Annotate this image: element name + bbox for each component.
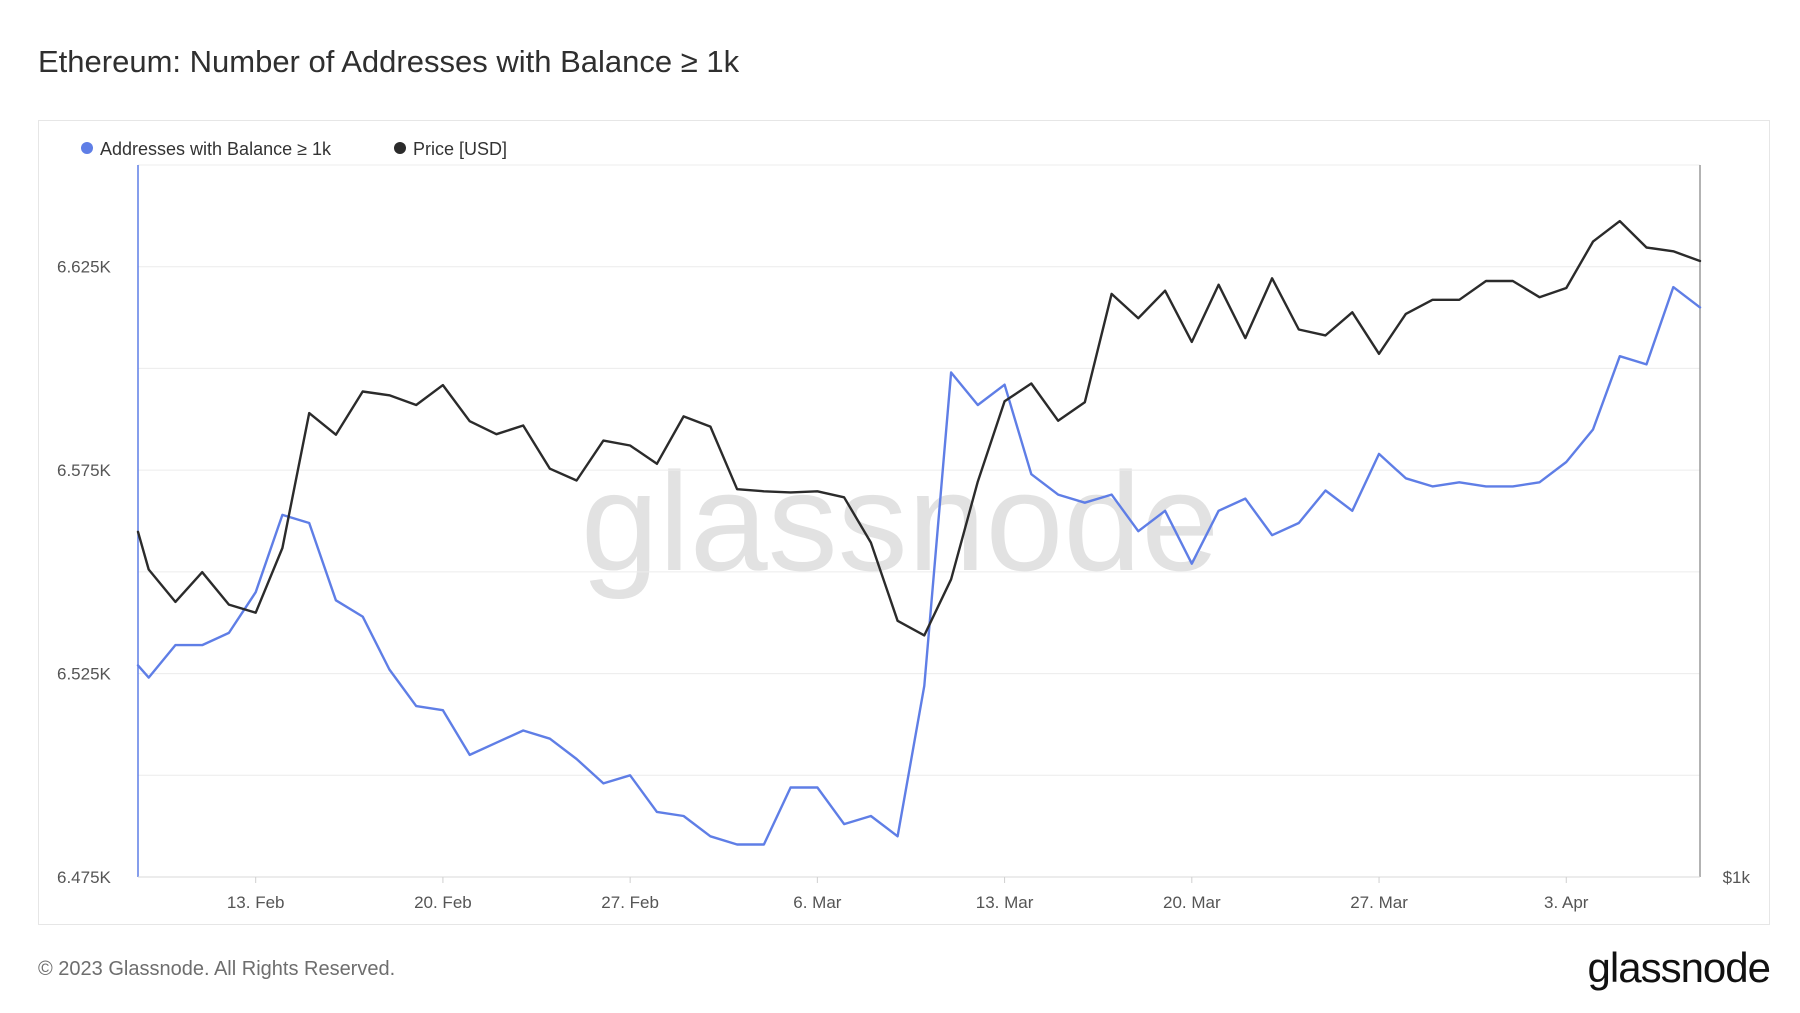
x-tick-label: 6. Mar bbox=[793, 893, 842, 912]
chart-title: Ethereum: Number of Addresses with Balan… bbox=[38, 44, 740, 79]
x-axis-labels: 13. Feb 20. Feb 27. Feb 6. Mar 13. Mar 20. Ma… bbox=[227, 877, 1589, 912]
legend-marker bbox=[394, 142, 406, 154]
copyright-footer: © 2023 Glassnode. All Rights Reserved. bbox=[38, 958, 396, 980]
legend-label: Price [USD] bbox=[413, 139, 507, 159]
legend-item[interactable]: Addresses with Balance ≥ 1k bbox=[81, 139, 332, 159]
x-tick-label: 13. Feb bbox=[227, 893, 285, 912]
watermark: glassnode bbox=[581, 443, 1219, 600]
y-tick-label: 6.475K bbox=[57, 868, 112, 887]
x-tick-label: 20. Mar bbox=[1163, 893, 1221, 912]
x-tick-label: 13. Mar bbox=[976, 893, 1034, 912]
y-axis-labels: 6.475K 6.525K 6.575K 6.625K $1k bbox=[57, 258, 1750, 887]
glassnode-logo: glassnode bbox=[1587, 944, 1771, 991]
legend-item[interactable]: Price [USD] bbox=[394, 139, 507, 159]
series-lines bbox=[136, 219, 1702, 846]
addresses-series-line bbox=[136, 285, 1702, 846]
y-tick-label: 6.525K bbox=[57, 665, 112, 684]
x-tick-label: 20. Feb bbox=[414, 893, 472, 912]
x-tick-label: 27. Feb bbox=[601, 893, 659, 912]
price-series-line bbox=[136, 219, 1702, 637]
x-tick-label: 3. Apr bbox=[1544, 893, 1589, 912]
axes bbox=[137, 165, 1701, 878]
y-tick-label: 6.575K bbox=[57, 461, 112, 480]
grid bbox=[138, 164, 1700, 776]
legend-marker bbox=[81, 142, 93, 154]
y-tick-label: 6.625K bbox=[57, 258, 112, 277]
x-tick-label: 27. Mar bbox=[1350, 893, 1408, 912]
y-right-tick-label: $1k bbox=[1723, 868, 1751, 887]
chart-svg: glassnode 6.475K 6.525K 6.575K 6.625K $1k 13… bbox=[57, 139, 1750, 912]
legend-label: Addresses with Balance ≥ 1k bbox=[100, 139, 332, 159]
legend[interactable]: Addresses with Balance ≥ 1k Price [USD] bbox=[81, 139, 507, 159]
chart-frame bbox=[38, 120, 1770, 925]
